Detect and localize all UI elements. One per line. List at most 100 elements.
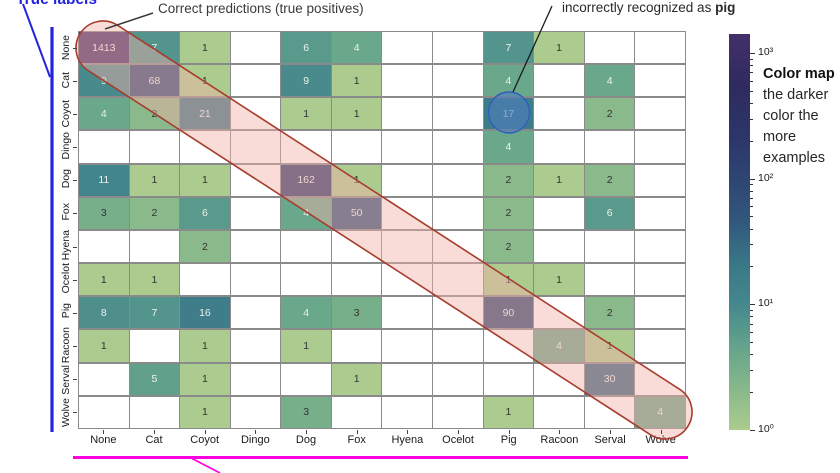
matrix-cell [584, 264, 635, 296]
y-axis-tick [73, 47, 77, 49]
matrix-cell: 1 [180, 330, 230, 362]
matrix-cell [281, 230, 331, 263]
colormap-note: Color map the darker color the more examp… [763, 64, 840, 169]
x-axis-label: Hyena [391, 434, 424, 446]
matrix-cell: 90 [483, 297, 534, 329]
matrix-cell: 4 [331, 32, 382, 64]
y-axis-tick [73, 80, 77, 82]
y-axis-label-text: Coyot [60, 99, 72, 127]
matrix-cell [230, 65, 281, 97]
matrix-cell [79, 396, 129, 428]
matrix-cell: 4 [584, 65, 635, 97]
matrix-cell [230, 264, 281, 296]
x-axis-labels: None Cat Coyot Dingo Dog Fox Hyena Ocelot Pig Rac… [78, 434, 686, 448]
matrix-cell [382, 297, 433, 329]
matrix-cell: 7 [129, 297, 180, 329]
matrix-cell [382, 396, 433, 428]
matrix-cell [534, 197, 584, 229]
matrix-cell: 11 [79, 164, 129, 196]
x-axis-tick [610, 430, 611, 434]
matrix-cell: 1 [281, 330, 331, 362]
x-axis-label: Coyot [190, 434, 220, 446]
matrix-cell: 4 [635, 396, 685, 428]
matrix-cell: 2 [483, 197, 534, 229]
matrix-cell [230, 32, 281, 64]
matrix-cell [635, 197, 685, 229]
matrix-cell: 1 [483, 264, 534, 296]
x-axis-tick [559, 430, 561, 434]
matrix-cell [635, 32, 685, 64]
y-axis-label-text: Serval [60, 364, 72, 395]
matrix-cell: 17 [483, 98, 534, 130]
matrix-cell: 2 [129, 98, 180, 130]
matrix-cell [382, 164, 433, 196]
y-axis-label: Fox [56, 195, 76, 228]
x-axis-tick [356, 430, 358, 434]
matrix-cell: 1 [534, 264, 584, 296]
y-axis-label: Ocelot [56, 261, 76, 294]
matrix-cell [382, 330, 433, 362]
colorbar-minor-tick [750, 65, 753, 67]
x-axis-tick [103, 430, 105, 434]
matrix-cell: 21 [180, 98, 230, 130]
matrix-cell [382, 264, 433, 296]
y-axis-tick [73, 312, 77, 314]
colorbar-minor-tick [750, 72, 753, 74]
matrix-cell [584, 230, 635, 263]
matrix-cell: 1 [331, 65, 382, 97]
matrix-cell [382, 98, 433, 130]
matrix-cell: 2 [129, 197, 180, 229]
colorbar-minor-tick [750, 140, 753, 142]
matrix-cell [230, 230, 281, 263]
matrix-cell [180, 131, 230, 163]
colorbar-minor-tick [750, 184, 753, 186]
matrix-cell: 6 [584, 197, 635, 229]
correct-predictions-leader-line [104, 12, 154, 30]
matrix-cell: 2 [483, 164, 534, 196]
y-axis-tick [73, 246, 77, 248]
matrix-cell: 5 [129, 363, 180, 395]
colorbar-minor-tick [750, 370, 753, 372]
x-axis-label: Pig [500, 434, 517, 446]
matrix-cell: 30 [584, 363, 635, 395]
matrix-cell [483, 363, 534, 395]
matrix-cell: 1 [180, 164, 230, 196]
colorbar-major-tick [750, 178, 755, 180]
matrix-cell: 50 [331, 197, 382, 229]
matrix-cell [230, 396, 281, 428]
matrix-cell: 7 [129, 32, 180, 64]
matrix-cell: 1 [483, 396, 534, 428]
colorbar-minor-tick [750, 102, 753, 104]
x-axis-label: Racoon [540, 434, 579, 446]
matrix-cell [129, 330, 180, 362]
colorbar-minor-tick [750, 354, 753, 356]
matrix-cell [635, 230, 685, 263]
colorbar-minor-tick [750, 58, 753, 60]
y-axis-label-text: None [60, 34, 72, 60]
matrix-cell [129, 230, 180, 263]
y-axis-label-text: Ocelot [60, 262, 72, 293]
matrix-cell [129, 396, 180, 428]
matrix-cell: 2 [584, 98, 635, 130]
matrix-cell [534, 98, 584, 130]
x-axis-tick [458, 430, 459, 434]
x-axis-tick [154, 430, 155, 434]
matrix-cell: 9 [281, 65, 331, 97]
pig-annotation: incorrectly recognized as pig [562, 0, 735, 15]
matrix-cell [79, 230, 129, 263]
colorbar-major-tick [750, 430, 755, 431]
y-axis-label: Hyena [56, 228, 76, 261]
matrix-cell: 4 [281, 297, 331, 329]
matrix-cell [79, 131, 129, 163]
colorbar-minor-tick [750, 342, 753, 344]
x-axis-label: Dingo [240, 434, 270, 446]
matrix-cell [281, 264, 331, 296]
matrix-cell [331, 396, 382, 428]
y-axis-tick [73, 213, 77, 215]
y-axis-label-text: Cat [60, 72, 72, 89]
x-axis-label: Serval [594, 434, 626, 446]
matrix-cell [584, 32, 635, 64]
y-axis-tick [73, 346, 77, 348]
colormap-note-title: Color map [763, 66, 835, 82]
